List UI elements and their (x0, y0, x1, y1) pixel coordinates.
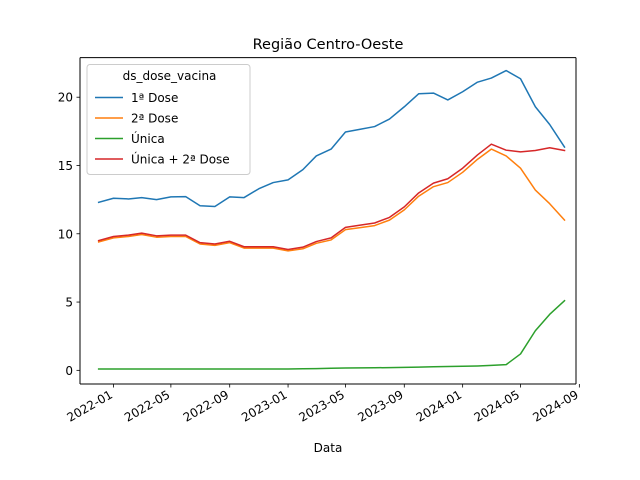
series-layer (97, 69, 566, 370)
legend-entry: 2ª Dose (131, 112, 178, 126)
axes-frame (79, 57, 577, 385)
legend-entry: Única + 2ª Dose (131, 152, 230, 167)
legend-entry: 1ª Dose (131, 91, 178, 105)
series-line (97, 299, 566, 370)
y-tick-label: 5 (65, 296, 73, 310)
y-tick-label: 10 (58, 227, 73, 241)
y-tick-label: 15 (58, 159, 73, 173)
y-tick-label: 20 (58, 91, 73, 105)
chart-title: Região Centro-Oeste (253, 37, 404, 53)
y-tick-label: 0 (65, 364, 73, 378)
series-line (97, 148, 566, 252)
series-line (97, 143, 566, 251)
x-axis-label: Data (314, 441, 343, 455)
legend-box (86, 64, 251, 175)
legend-entry: Única (131, 131, 165, 146)
legend-title: ds_dose_vacina (123, 69, 217, 83)
series-line (97, 69, 566, 208)
y-axis-ticks: 0 5 10 15 20 (58, 91, 80, 378)
legend: ds_dose_vacina 1ª Dose 2ª Dose Única Única +… (86, 64, 251, 175)
